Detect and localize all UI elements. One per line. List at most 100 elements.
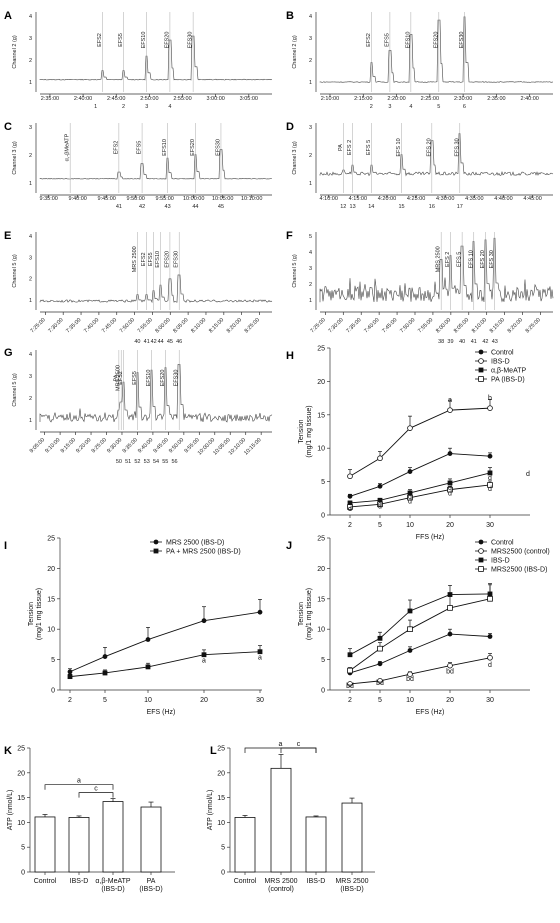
panel-a: A Channel 2 (g) 1 2 3 4 2:35:00 2:40:00 2:45:00 2… [4, 10, 273, 110]
marker-number: 41 [144, 339, 150, 345]
data-point [407, 608, 413, 614]
data-point [377, 455, 383, 462]
annotation: d [348, 506, 352, 513]
data-point [377, 678, 383, 684]
trace-line [319, 133, 554, 177]
event-label: EFS20 [190, 139, 196, 156]
marker-number: 42 [139, 204, 145, 210]
trace-line [39, 149, 272, 180]
panel-label: H [286, 350, 294, 362]
y-tick-label: 2 [29, 396, 32, 402]
x-tick-label: 10:00:00 [183, 196, 204, 202]
y-tick-label: 15 [217, 795, 225, 802]
y-tick-label: 2 [29, 58, 32, 64]
marker-number: 12 [340, 204, 346, 210]
y-tick-label: 4 [29, 14, 32, 20]
marker-number: 52 [134, 459, 140, 465]
y-tick-label: 15 [317, 596, 325, 603]
y-tick-label: 5 [51, 657, 55, 664]
data-point [67, 674, 73, 680]
y-axis-label: Tension(mg/1 mg tissue) [28, 588, 43, 640]
series [347, 447, 493, 499]
y-axis-label: Channel 2 (g) [12, 35, 18, 68]
event-label: EFS 30 [454, 138, 460, 156]
legend-label: MRS2500 (IBS-D) [491, 567, 547, 574]
marker-number: 15 [398, 204, 404, 210]
y-tick-label: 1 [29, 418, 32, 424]
y-tick-label: 3 [309, 125, 312, 131]
data-point [478, 548, 484, 554]
data-point [478, 539, 484, 545]
category-label: (IBS-D) [340, 886, 363, 893]
trace-line [39, 364, 273, 423]
marker-number: 44 [158, 339, 164, 345]
series-line [349, 453, 491, 497]
marker-number: 2 [122, 104, 125, 110]
y-axis-label-line: Tension [298, 602, 305, 626]
significance-bracket [78, 792, 114, 798]
y-tick-label: 3 [29, 36, 32, 42]
data-point [407, 490, 413, 496]
x-tick-label: 2:50:00 [140, 96, 158, 102]
event-label: EFS30 [215, 139, 221, 156]
data-point [257, 609, 263, 615]
y-tick-label: 3 [309, 36, 312, 42]
trace-line [319, 237, 554, 303]
y-tick-label: 1 [309, 298, 312, 304]
series-line [349, 633, 491, 674]
series [347, 653, 493, 687]
x-tick-label: 9:35:00 [40, 196, 58, 202]
y-axis-label: Tension(mg/1 mg tissue) [298, 588, 313, 640]
x-tick-label: 2:40:00 [74, 96, 92, 102]
x-tick-label: 2:35:00 [487, 96, 505, 102]
data-point [447, 480, 453, 486]
bar [305, 816, 327, 873]
event-label: EFS 2 [347, 140, 353, 155]
annotation: bd [446, 669, 454, 676]
annotation: bd [406, 676, 414, 683]
data-point [347, 681, 353, 687]
series-line [349, 598, 491, 671]
legend: MRS 2500 (IBS-D) PA + MRS 2500 (IBS-D) [150, 540, 241, 556]
data-point [347, 652, 353, 658]
y-tick-label: 15 [317, 412, 325, 419]
x-tick-label: 7:40:00 [363, 317, 380, 334]
x-tick-label: 2 [348, 697, 352, 704]
data-point [407, 425, 413, 431]
x-tick-label: 7:25:00 [310, 317, 327, 334]
y-tick-label: 20 [317, 379, 325, 386]
series-line [349, 657, 491, 685]
y-axis-label: ATP (nmol/L) [7, 790, 14, 831]
y-tick-label: 25 [217, 746, 225, 753]
x-tick-label: 4:30:00 [436, 196, 454, 202]
x-tick-label: 5 [378, 697, 382, 704]
marker-number: 53 [144, 459, 150, 465]
data-point [478, 349, 484, 355]
panel-f: F Channel 5 (g) 1 2 3 4 5 7:25:00 7:30:00 7:35:00… [286, 230, 554, 345]
x-tick-label: 2 [348, 522, 352, 529]
data-point [153, 548, 159, 554]
x-tick-label: 9:45:00 [98, 196, 116, 202]
data-point [145, 664, 151, 670]
marker-number: 51 [125, 459, 131, 465]
legend-label: Control [491, 540, 514, 547]
significance-bracket [280, 747, 317, 753]
event-label: EFS2 [113, 141, 119, 155]
panel-label: J [286, 540, 292, 552]
x-tick-label: 2:30:00 [454, 96, 472, 102]
x-tick-label: 10:15:00 [243, 437, 262, 456]
x-tick-label: 9:30:00 [106, 437, 123, 454]
data-point [487, 470, 493, 476]
series-line [69, 651, 261, 678]
trace-line [39, 274, 273, 304]
category-label: α,β-MeATP [95, 878, 130, 885]
marker-number: 3 [145, 104, 148, 110]
y-tick-label: 3 [29, 374, 32, 380]
series [347, 480, 493, 510]
event-label: EFS10 [141, 32, 147, 49]
series [347, 584, 493, 658]
event-label: EFS20 [160, 370, 166, 387]
marker-number: 46 [176, 339, 182, 345]
